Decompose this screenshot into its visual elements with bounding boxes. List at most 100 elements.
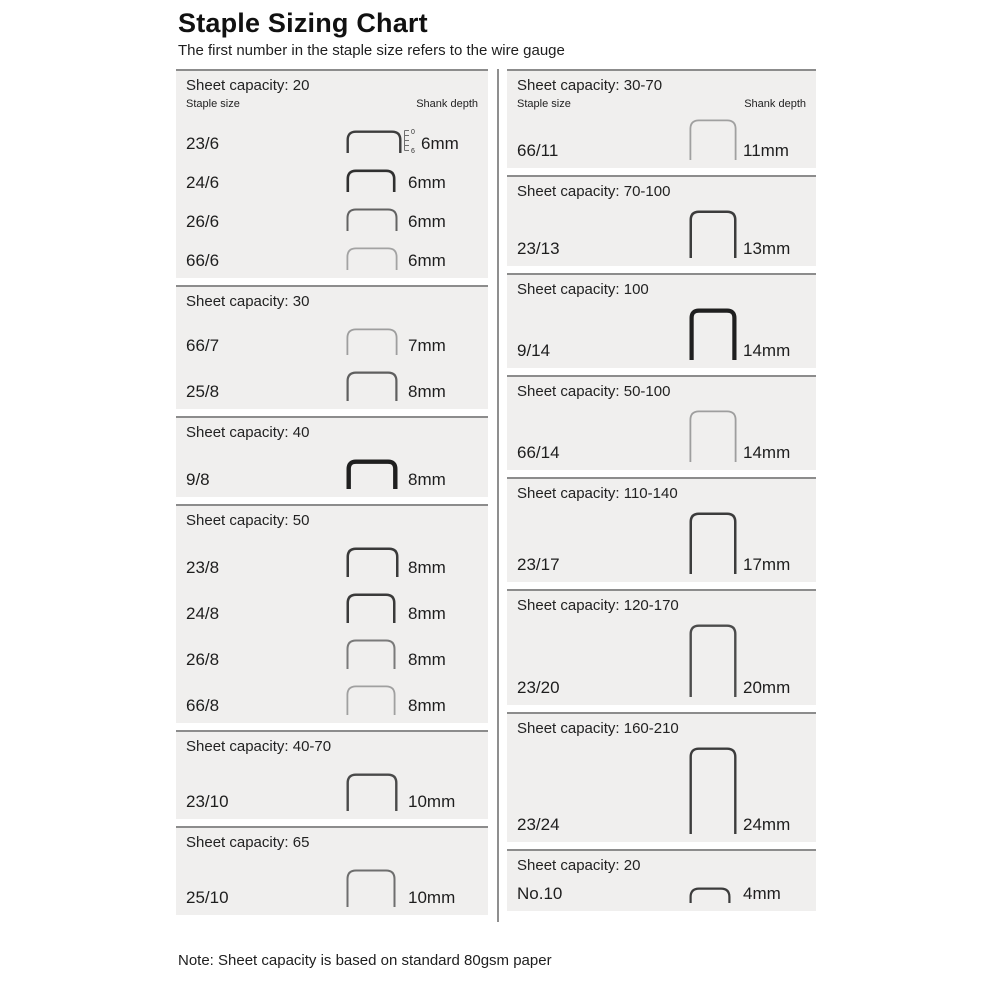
sheet-capacity-label: Sheet capacity: 30-70 bbox=[517, 77, 663, 94]
staple-illustration bbox=[689, 624, 741, 697]
staple-icon bbox=[689, 887, 731, 903]
capacity-section: Sheet capacity: 160-210 23/24 24mm bbox=[507, 712, 816, 842]
staple-illustration bbox=[346, 208, 406, 231]
staple-row: 23/13 13mm bbox=[517, 202, 806, 258]
shank-depth-value: 8mm bbox=[408, 650, 446, 669]
staple-size-value: 66/7 bbox=[186, 336, 220, 355]
capacity-section: Sheet capacity: 100 9/14 14mm bbox=[507, 273, 816, 368]
staple-icon bbox=[689, 308, 737, 360]
staple-icon bbox=[346, 869, 396, 907]
staple-size-value: 26/6 bbox=[186, 212, 220, 231]
footer-note: Note: Sheet capacity is based on standar… bbox=[178, 952, 552, 969]
staple-icon bbox=[346, 639, 396, 669]
shank-depth-value: 17mm bbox=[743, 555, 791, 574]
staple-icon bbox=[346, 169, 396, 192]
shank-depth-value: 8mm bbox=[408, 558, 446, 577]
staple-illustration bbox=[689, 410, 741, 462]
staple-size-value: 23/17 bbox=[517, 555, 560, 574]
sheet-capacity-label: Sheet capacity: 40-70 bbox=[186, 738, 332, 755]
sheet-capacity-label: Sheet capacity: 50 bbox=[186, 512, 310, 529]
staple-illustration bbox=[689, 308, 741, 360]
staple-row: 23/20 20mm bbox=[517, 616, 806, 697]
staple-illustration bbox=[346, 639, 406, 669]
capacity-section: Sheet capacity: 65 25/10 10mm bbox=[176, 826, 488, 915]
staple-icon bbox=[346, 773, 398, 811]
column-labels-row: Staple size Shank depth bbox=[186, 98, 478, 111]
staple-row: 25/10 10mm bbox=[186, 853, 478, 907]
staple-size-value: 25/8 bbox=[186, 382, 220, 401]
staple-illustration bbox=[689, 747, 741, 834]
shank-depth-value: 6mm bbox=[408, 251, 446, 270]
staple-row: 24/6 6mm bbox=[186, 153, 478, 192]
shank-depth-value: 14mm bbox=[743, 443, 791, 462]
staple-row: 66/6 6mm bbox=[186, 231, 478, 270]
staple-icon bbox=[689, 747, 737, 834]
sheet-capacity-label: Sheet capacity: 30 bbox=[186, 293, 310, 310]
shank-depth-value: 8mm bbox=[408, 470, 446, 489]
staple-row: 23/24 24mm bbox=[517, 739, 806, 834]
shank-depth-value: 8mm bbox=[408, 604, 446, 623]
shank-depth-value: 6mm bbox=[408, 212, 446, 231]
staple-icon bbox=[689, 210, 737, 258]
staple-row: 26/8 8mm bbox=[186, 623, 478, 669]
staple-size-value: 9/8 bbox=[186, 470, 210, 489]
shank-depth-value: 14mm bbox=[743, 341, 791, 360]
shank-depth-value: 10mm bbox=[408, 888, 456, 907]
staple-size-value: 23/13 bbox=[517, 239, 560, 258]
staple-illustration bbox=[689, 512, 741, 574]
staple-row: 9/14 14mm bbox=[517, 300, 806, 360]
staple-row: 23/17 17mm bbox=[517, 504, 806, 574]
staple-row: 66/11 11mm bbox=[517, 111, 806, 160]
sheet-capacity-label: Sheet capacity: 65 bbox=[186, 834, 310, 851]
sheet-capacity-label: Sheet capacity: 50-100 bbox=[517, 383, 671, 400]
staple-row: 23/8 8mm bbox=[186, 531, 478, 577]
capacity-section: Sheet capacity: 50 23/8 8mm 24/8 8mm 26/8 8mm 6… bbox=[176, 504, 488, 723]
staple-row: No.10 4mm bbox=[517, 876, 806, 903]
page-title: Staple Sizing Chart bbox=[178, 8, 428, 38]
shank-depth-value: 10mm bbox=[408, 792, 456, 811]
staple-icon bbox=[346, 547, 399, 577]
staple-size-value: 24/8 bbox=[186, 604, 220, 623]
chart-columns: Sheet capacity: 20 Staple size Shank depth… bbox=[176, 69, 822, 922]
staple-size-value: 26/8 bbox=[186, 650, 220, 669]
column-labels-row: Staple size Shank depth bbox=[517, 98, 806, 111]
staple-row: 9/8 8mm bbox=[186, 443, 478, 489]
right-column: Sheet capacity: 30-70 Staple size Shank de… bbox=[507, 69, 816, 918]
sheet-capacity-label: Sheet capacity: 120-170 bbox=[517, 597, 679, 614]
staple-icon bbox=[346, 593, 396, 623]
shank-depth-value: 24mm bbox=[743, 815, 791, 834]
staple-size-value: 25/10 bbox=[186, 888, 229, 907]
ruler-zero-label: 0 bbox=[411, 129, 415, 136]
sheet-capacity-label: Sheet capacity: 20 bbox=[517, 857, 641, 874]
staple-size-value: 9/14 bbox=[517, 341, 551, 360]
staple-sizing-chart-page: Staple Sizing Chart The first number in … bbox=[176, 8, 822, 969]
staple-row: 66/14 14mm bbox=[517, 402, 806, 462]
shank-depth-value: 6mm bbox=[408, 173, 446, 192]
shank-depth-value: 20mm bbox=[743, 678, 791, 697]
staple-icon bbox=[346, 371, 398, 401]
staple-illustration bbox=[346, 459, 406, 489]
staple-size-value: 23/10 bbox=[186, 792, 229, 811]
sheet-capacity-label: Sheet capacity: 70-100 bbox=[517, 183, 671, 200]
staple-size-value: 23/24 bbox=[517, 815, 560, 834]
staple-size-value: 23/8 bbox=[186, 558, 220, 577]
staple-illustration bbox=[689, 887, 741, 903]
sheet-capacity-label: Sheet capacity: 160-210 bbox=[517, 720, 679, 737]
staple-icon bbox=[689, 512, 737, 574]
shank-depth-value: 7mm bbox=[408, 336, 446, 355]
capacity-section: Sheet capacity: 30 66/7 7mm 25/8 8mm bbox=[176, 285, 488, 409]
staple-illustration bbox=[689, 119, 741, 160]
staple-size-value: 66/8 bbox=[186, 696, 220, 715]
shank-depth-value: 8mm bbox=[408, 382, 446, 401]
staple-icon bbox=[346, 328, 398, 355]
staple-row: 23/10 10mm bbox=[186, 757, 478, 811]
staple-row: 23/6 0 6 6mm bbox=[186, 111, 478, 153]
staple-icon bbox=[346, 208, 398, 231]
staple-row: 66/8 8mm bbox=[186, 669, 478, 715]
staple-illustration bbox=[346, 685, 406, 715]
staple-icon bbox=[346, 130, 402, 153]
shank-depth-value: 6mm bbox=[421, 134, 459, 153]
shank-depth-column-label: Shank depth bbox=[744, 98, 806, 110]
staple-icon bbox=[346, 247, 398, 270]
